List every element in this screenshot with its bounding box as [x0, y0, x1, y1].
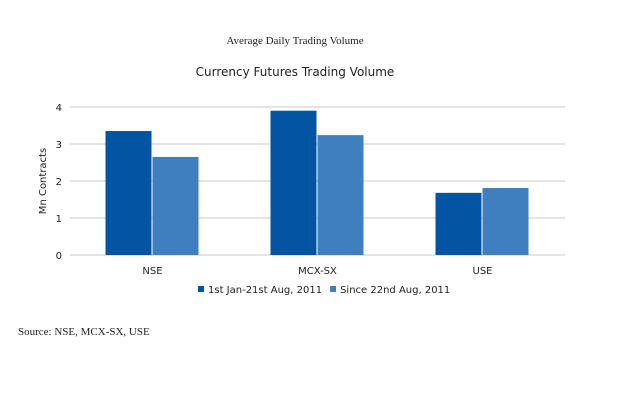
legend-label: Since 22nd Aug, 2011	[340, 285, 450, 296]
x-tick-label: NSE	[142, 266, 162, 277]
x-tick-label: MCX-SX	[298, 266, 337, 277]
y-axis-label: Mn Contracts	[38, 148, 49, 214]
source-note: Source: NSE, MCX-SX, USE	[18, 326, 150, 338]
y-tick-label: 0	[56, 251, 62, 262]
legend-swatch	[198, 286, 204, 292]
legend-label: 1st Jan-21st Aug, 2011	[208, 285, 322, 296]
legend-swatch	[330, 286, 337, 292]
bar-nse-series-2	[152, 156, 199, 255]
y-tick-label: 2	[56, 177, 62, 188]
x-tick-label: USE	[473, 266, 493, 277]
bar-mcx-sx-series-2	[317, 135, 364, 255]
bar-use-series-2	[482, 188, 529, 255]
chart-supertitle: Average Daily Trading Volume	[226, 35, 364, 47]
chart-title: Currency Futures Trading Volume	[195, 65, 395, 79]
y-tick-label: 1	[56, 214, 62, 225]
bar-nse-series-1	[105, 131, 152, 255]
bar-mcx-sx-series-1	[270, 110, 317, 255]
bar-use-series-1	[435, 192, 482, 255]
y-tick-label: 4	[56, 103, 62, 114]
y-tick-label: 3	[56, 140, 62, 151]
